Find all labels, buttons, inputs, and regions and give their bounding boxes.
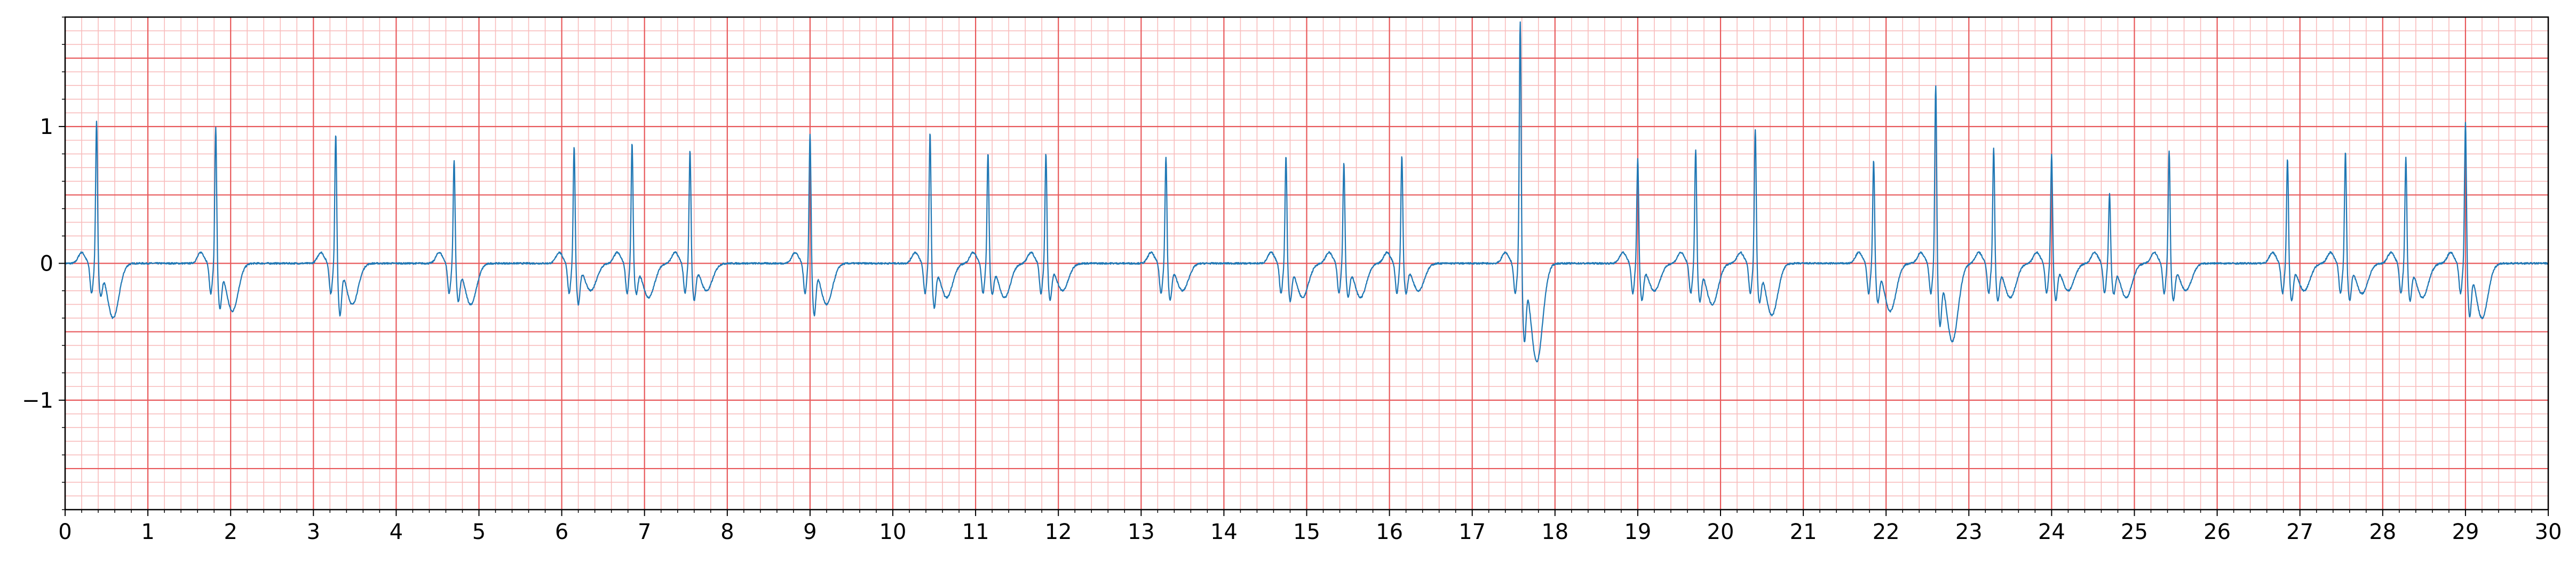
x-tick-label: 25 — [2121, 520, 2148, 544]
x-tick-label: 2 — [224, 520, 237, 544]
x-tick-label: 11 — [962, 520, 989, 544]
x-tick-label: 14 — [1210, 520, 1238, 544]
x-tick-label: 1 — [141, 520, 154, 544]
x-tick-label: 7 — [638, 520, 651, 544]
x-tick-label: 30 — [2535, 520, 2562, 544]
x-tick-label: 3 — [307, 520, 320, 544]
x-tick-label: 8 — [720, 520, 734, 544]
x-tick-label: 19 — [1624, 520, 1651, 544]
x-tick-label: 27 — [2286, 520, 2313, 544]
x-tick-label: 15 — [1293, 520, 1320, 544]
x-tick-label: 12 — [1045, 520, 1072, 544]
x-tick-label: 23 — [1955, 520, 1983, 544]
x-tick-label: 24 — [2038, 520, 2065, 544]
x-tick-label: 0 — [58, 520, 72, 544]
ecg-trace-line — [64, 21, 2548, 363]
x-tick-label: 13 — [1128, 520, 1155, 544]
y-tick-label: −1 — [22, 388, 53, 413]
x-tick-label: 9 — [803, 520, 817, 544]
x-tick-label: 17 — [1459, 520, 1486, 544]
x-tick-label: 10 — [879, 520, 907, 544]
x-tick-label: 26 — [2204, 520, 2231, 544]
x-tick-label: 22 — [1873, 520, 1900, 544]
x-tick-label: 18 — [1541, 520, 1568, 544]
x-tick-label: 21 — [1790, 520, 1817, 544]
y-tick-label: 1 — [40, 115, 53, 139]
x-tick-label: 20 — [1707, 520, 1734, 544]
x-axis-ticks: 0 1 2 3 4 5 6 7 8 9 10 11 12 13 14 15 16 17 18 19 20 21 22 23 24… — [58, 510, 2562, 544]
x-tick-label: 6 — [555, 520, 568, 544]
x-tick-label: 29 — [2452, 520, 2479, 544]
ecg-trace-layer — [64, 21, 2548, 363]
y-tick-label: 0 — [40, 252, 53, 276]
x-tick-label: 4 — [390, 520, 403, 544]
x-tick-label: 16 — [1376, 520, 1403, 544]
x-tick-label: 5 — [472, 520, 486, 544]
x-tick-label: 28 — [2369, 520, 2396, 544]
y-axis-ticks: −1 0 1 — [22, 17, 65, 510]
